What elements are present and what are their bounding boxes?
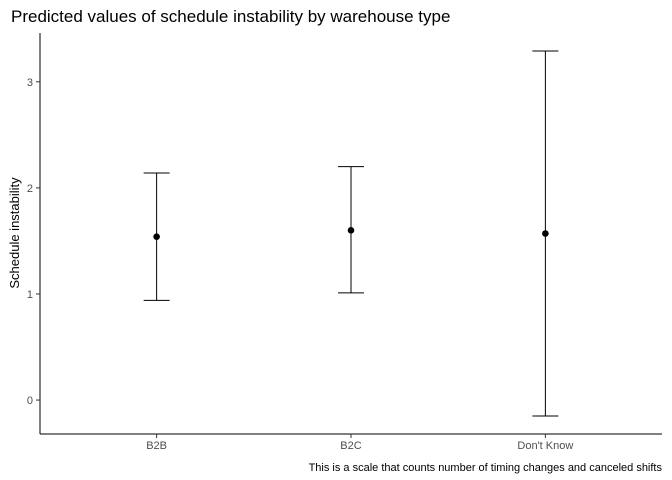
- chart-caption: This is a scale that counts number of ti…: [309, 462, 663, 474]
- estimate-point: [153, 233, 160, 240]
- y-axis-title: Schedule instability: [7, 177, 22, 289]
- y-tick-label: 0: [27, 395, 33, 407]
- plot-area: 0 1 2 3 B2B B2C Don't Know: [27, 33, 662, 452]
- y-tick-label: 1: [27, 289, 33, 301]
- chart-title: Predicted values of schedule instability…: [11, 7, 450, 26]
- y-tick-label: 2: [27, 183, 33, 195]
- x-tick-label: B2C: [340, 440, 361, 452]
- x-tick-label: Don't Know: [517, 440, 573, 452]
- y-tick-label: 3: [27, 77, 33, 89]
- x-tick-label: B2B: [146, 440, 167, 452]
- estimate-point: [542, 230, 549, 237]
- estimate-point: [347, 227, 355, 234]
